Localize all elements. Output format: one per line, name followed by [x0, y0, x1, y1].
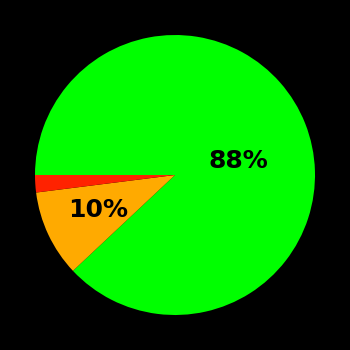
Wedge shape — [35, 175, 175, 192]
Text: 10%: 10% — [68, 198, 128, 222]
Wedge shape — [36, 175, 175, 271]
Wedge shape — [35, 35, 315, 315]
Text: 88%: 88% — [208, 149, 268, 173]
